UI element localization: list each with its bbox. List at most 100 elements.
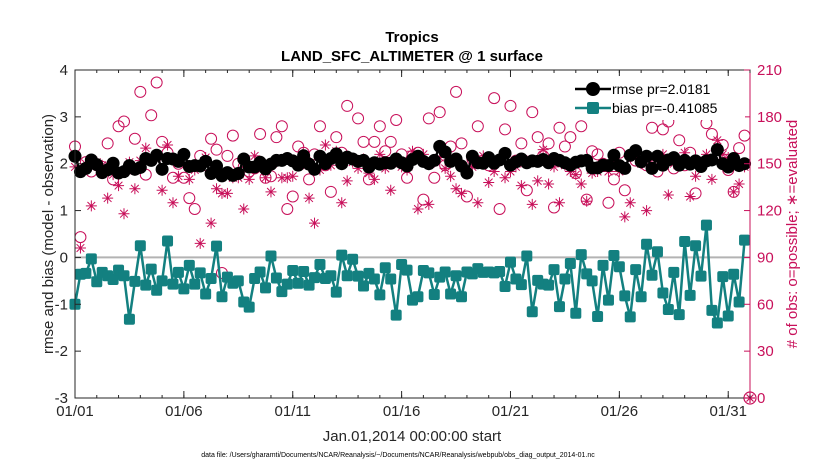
chart-title: Tropics — [385, 29, 438, 46]
x-tick-label: 01/26 — [601, 403, 639, 420]
possible-obs-point — [134, 85, 147, 98]
legend-rmse-marker — [586, 82, 600, 96]
possible-obs-point — [205, 132, 218, 145]
possible-obs-point — [504, 99, 517, 112]
bias-point — [455, 291, 467, 303]
evaluated-obs-point — [118, 208, 130, 220]
bias-point — [608, 250, 620, 262]
y2-tick-label: 60 — [757, 296, 774, 313]
bias-point — [379, 262, 391, 274]
rmse-point — [460, 166, 474, 180]
bias-point — [439, 266, 451, 278]
bias-point — [243, 301, 255, 313]
bias-point — [526, 306, 538, 318]
rmse-point — [308, 162, 322, 176]
bias-point — [706, 304, 718, 316]
y2-tick-label: 0 — [757, 390, 765, 407]
bias-point — [254, 266, 266, 278]
y-tick-label: 4 — [60, 62, 68, 79]
possible-obs-point — [145, 109, 158, 122]
bias-point — [423, 267, 435, 279]
bias-point — [662, 303, 674, 315]
bias-point — [145, 263, 157, 275]
bias-point — [602, 294, 614, 306]
x-tick-label: 01/01 — [56, 403, 94, 420]
bias-point — [178, 283, 190, 295]
evaluated-obs-point — [167, 197, 179, 209]
bias-point — [717, 271, 729, 283]
footer-note: data file: /Users/gharamti/Documents/NCA… — [201, 452, 595, 459]
bias-point — [646, 269, 658, 281]
evaluated-obs-point — [641, 205, 653, 217]
evaluated-obs-point — [711, 134, 723, 146]
bias-point — [287, 265, 299, 277]
bias-point — [521, 250, 533, 262]
evaluated-obs-point — [341, 175, 353, 187]
bias-point — [504, 256, 516, 268]
possible-obs-point — [101, 137, 114, 150]
evaluated-obs-point — [581, 195, 593, 207]
evaluated-obs-point — [483, 176, 495, 188]
rmse-point — [601, 159, 615, 173]
possible-obs-point — [313, 120, 326, 133]
possible-obs-point — [422, 112, 435, 125]
evaluated-obs-point — [194, 237, 206, 249]
possible-obs-point — [673, 134, 686, 147]
evaluated-obs-point — [439, 162, 451, 174]
bias-point — [140, 279, 152, 291]
possible-obs-point — [270, 131, 283, 144]
evaluated-obs-point — [472, 197, 484, 209]
evaluated-obs-point — [728, 186, 740, 198]
y2-tick-label: 180 — [757, 109, 782, 126]
evaluated-obs-point — [455, 187, 467, 199]
bias-point — [358, 280, 370, 292]
bias-point — [711, 317, 723, 329]
bias-point — [385, 273, 397, 285]
bias-point — [374, 289, 386, 301]
rmse-point — [106, 156, 120, 170]
bias-point — [630, 264, 642, 276]
evaluated-obs-point — [385, 184, 397, 196]
possible-obs-point — [450, 85, 463, 98]
bias-point — [309, 272, 321, 284]
evaluated-obs-point — [570, 169, 582, 181]
bias-point — [183, 259, 195, 271]
possible-obs-point — [471, 120, 484, 133]
bias-point — [151, 284, 163, 296]
evaluated-obs-point — [624, 197, 636, 209]
possible-obs-point — [433, 106, 446, 119]
bias-point — [499, 280, 511, 292]
rmse-point — [199, 154, 213, 168]
bias-point — [559, 273, 571, 285]
possible-obs-point — [128, 132, 141, 145]
bias-point — [739, 234, 751, 246]
possible-obs-point — [330, 131, 343, 144]
possible-obs-point — [705, 128, 718, 141]
evaluated-obs-point — [374, 148, 386, 160]
bias-line — [73, 224, 746, 328]
y2-tick-label: 210 — [757, 62, 782, 79]
bias-point — [668, 266, 680, 278]
y2-tick-label: 150 — [757, 156, 782, 173]
possible-obs-point — [493, 203, 506, 216]
evaluated-obs-point — [140, 142, 152, 154]
possible-obs-point — [226, 129, 239, 142]
evaluated-obs-point — [515, 180, 527, 192]
x-tick-label: 01/16 — [383, 403, 421, 420]
bias-point — [85, 253, 97, 265]
possible-obs-point — [618, 184, 631, 197]
evaluated-obs-point — [619, 211, 631, 223]
rmse-point — [150, 148, 164, 162]
bias-point — [281, 278, 293, 290]
bias-point — [575, 249, 587, 261]
evaluated-obs-point — [113, 180, 125, 192]
evaluated-obs-point — [336, 197, 348, 209]
evaluated-obs-point — [172, 170, 184, 182]
bias-point — [570, 307, 582, 319]
y-tick-label: 2 — [60, 156, 68, 173]
evaluated-obs-point — [499, 172, 511, 184]
possible-obs-point — [607, 173, 620, 186]
bias-point — [325, 270, 337, 282]
bias-point — [619, 290, 631, 302]
